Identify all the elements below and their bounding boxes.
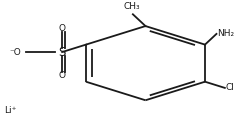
Text: S: S	[59, 46, 66, 59]
Text: O: O	[59, 24, 66, 33]
Text: Cl: Cl	[226, 83, 235, 92]
Text: NH₂: NH₂	[218, 29, 235, 38]
Text: ⁻O: ⁻O	[9, 48, 21, 56]
Text: O: O	[59, 71, 66, 80]
Text: Li⁺: Li⁺	[5, 106, 17, 115]
Text: CH₃: CH₃	[123, 2, 140, 11]
